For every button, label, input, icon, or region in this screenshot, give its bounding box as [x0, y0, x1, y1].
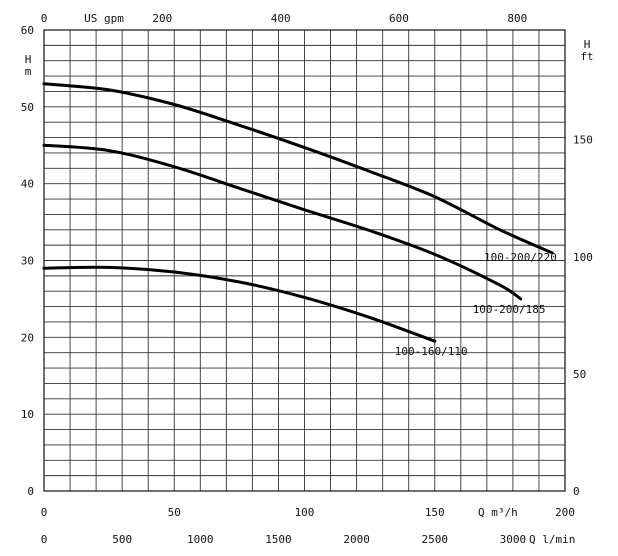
curve-label-100-200-220: 100-200/220	[484, 251, 557, 264]
y-right-tick-50: 50	[573, 368, 586, 381]
plot-frame	[43, 29, 566, 492]
y-right-tick-150: 150	[573, 134, 593, 147]
curve-label-100-160-110: 100-160/110	[395, 345, 468, 358]
y-left-tick-40: 40	[21, 178, 34, 191]
x-secondary-tick-1000: 1000	[187, 533, 214, 546]
x-top-tick-400: 400	[271, 12, 291, 25]
y-right-unit-bottom: ft	[580, 50, 593, 63]
x-secondary-unit-label: Q l/min	[529, 533, 575, 546]
x-secondary-tick-2500: 2500	[422, 533, 449, 546]
y-right-unit-top: H	[584, 38, 591, 51]
y-left-unit-top: H	[25, 53, 32, 66]
y-right-unit-label: H ft	[580, 38, 593, 63]
y-left-tick-0: 0	[27, 485, 34, 498]
y-left-tick-20: 20	[21, 331, 34, 344]
y-left-tick-10: 10	[21, 408, 34, 421]
x-primary-tick-100: 100	[295, 506, 315, 519]
curve-label-100-200-185: 100-200/185	[473, 303, 546, 316]
y-right-tick-0: 0	[573, 485, 580, 498]
x-secondary-tick-1500: 1500	[265, 533, 292, 546]
x-secondary-tick-2000: 2000	[343, 533, 370, 546]
x-primary-tick-200: 200	[555, 506, 575, 519]
x-secondary-tick-500: 500	[112, 533, 132, 546]
curve-labels: 100-200/220 100-200/185 100-160/110	[395, 251, 557, 358]
x-secondary-tick-3000: 3000	[500, 533, 527, 546]
x-top-tick-200: 200	[152, 12, 172, 25]
curve-100-160-110	[42, 265, 437, 343]
y-left-tick-60: 60	[21, 24, 34, 37]
x-top-tick-800: 800	[507, 12, 527, 25]
chart-grid	[44, 30, 565, 491]
x-primary-tick-0: 0	[41, 506, 48, 519]
curve-100-200-185	[42, 143, 523, 301]
y-left-tick-30: 30	[21, 255, 34, 268]
x-primary-tick-150: 150	[425, 506, 445, 519]
x-top-tick-600: 600	[389, 12, 409, 25]
curve-100-200-220	[42, 82, 554, 255]
x-primary-unit-label: Q m³/h	[478, 506, 518, 519]
chart-curves	[42, 82, 554, 343]
y-right-tick-100: 100	[573, 251, 593, 264]
y-left-unit-bottom: m	[25, 65, 32, 78]
y-left-unit-label: H m	[25, 53, 32, 78]
x-top-tick-0: 0	[41, 12, 48, 25]
x-top-unit-label: US gpm	[84, 12, 124, 25]
x-secondary-tick-0: 0	[41, 533, 48, 546]
x-primary-tick-50: 50	[168, 506, 181, 519]
y-left-tick-50: 50	[21, 101, 34, 114]
